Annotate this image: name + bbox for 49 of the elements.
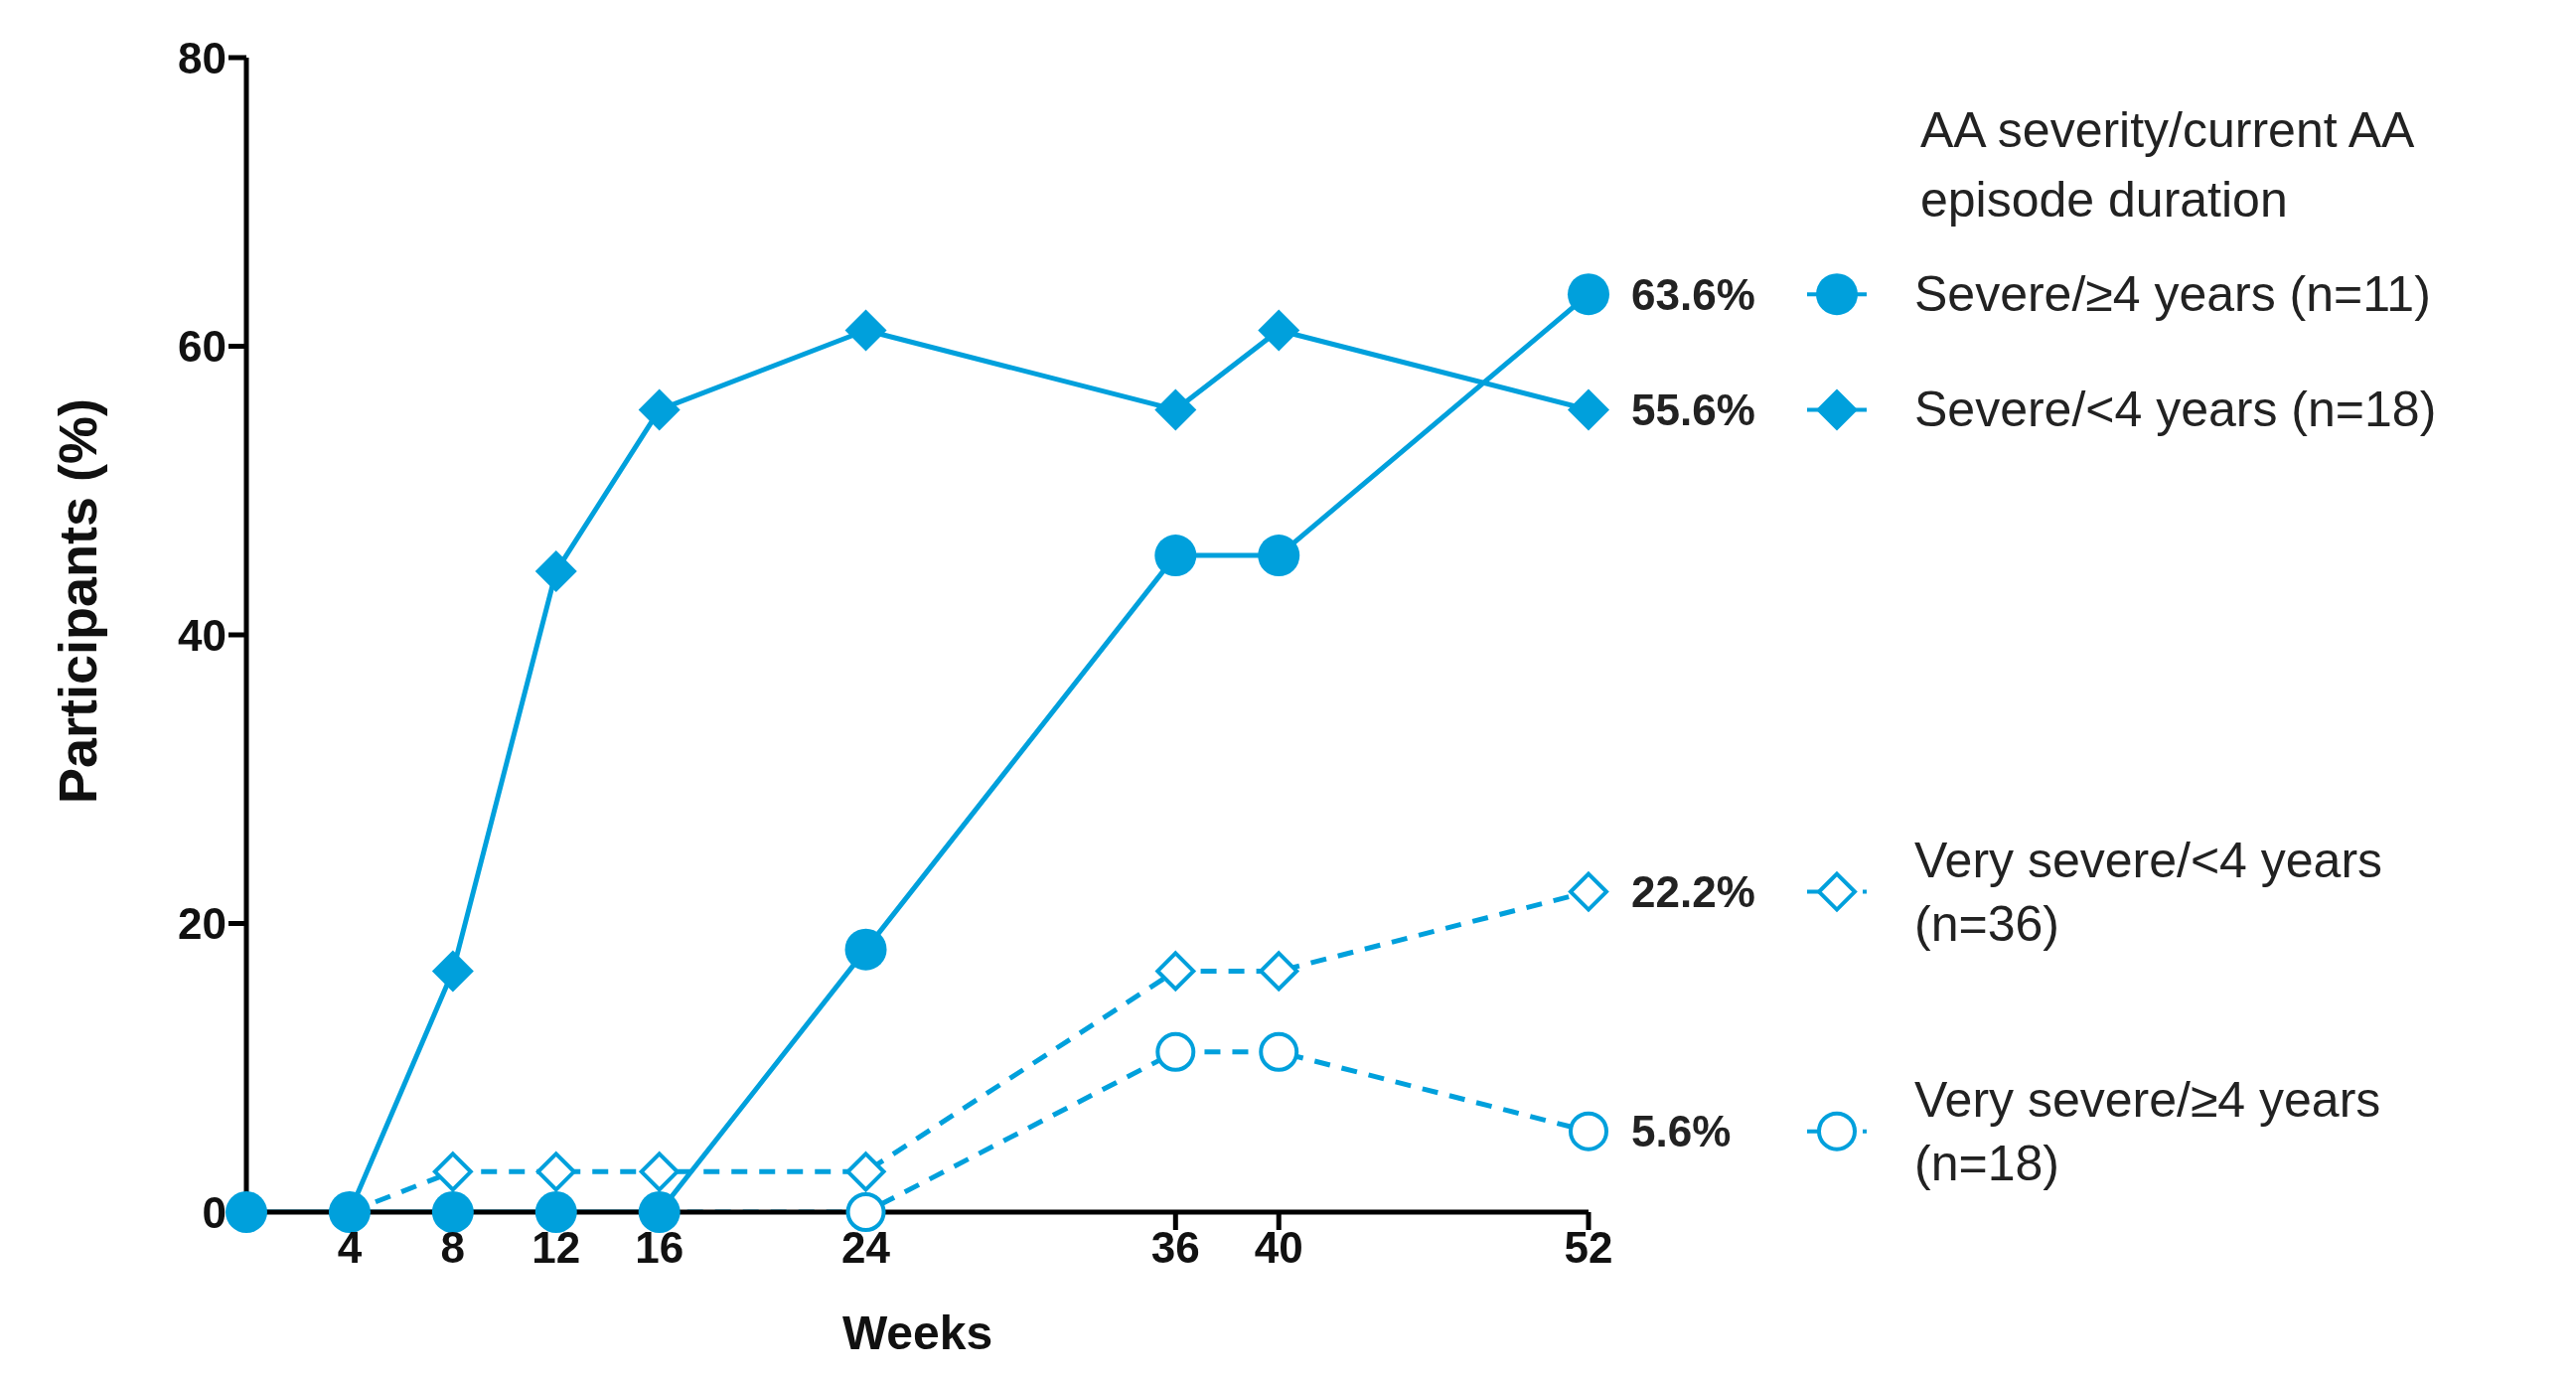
x-tick-label: 16 bbox=[635, 1223, 684, 1273]
x-tick-label: 4 bbox=[337, 1223, 363, 1273]
point bbox=[534, 550, 577, 593]
data-label: 22.2% bbox=[1631, 867, 1755, 917]
point bbox=[226, 1191, 267, 1233]
point bbox=[1569, 871, 1608, 912]
y-tick-label: 80 bbox=[178, 33, 227, 82]
point bbox=[1259, 951, 1299, 992]
data-label: 63.6% bbox=[1631, 269, 1755, 319]
y-tick-label: 60 bbox=[178, 322, 227, 372]
legend-label: Very severe/≥4 years (n=18) bbox=[1914, 1071, 2381, 1191]
point bbox=[1154, 535, 1197, 577]
legend-label: Severe/<4 years (n=18) bbox=[1914, 382, 2437, 438]
point bbox=[432, 1151, 473, 1192]
legend-label: Very severe/<4 years (n=36) bbox=[1914, 832, 2383, 952]
y-axis-title: Participants (%) bbox=[48, 397, 108, 804]
x-tick-label: 8 bbox=[440, 1223, 466, 1273]
point bbox=[639, 1151, 680, 1192]
point bbox=[1258, 309, 1300, 352]
point bbox=[1154, 388, 1197, 431]
point bbox=[1568, 388, 1609, 431]
y-tick-label: 40 bbox=[178, 610, 227, 660]
legend-title: AA severity/current AA episode duration bbox=[1920, 101, 2414, 230]
data-label: 5.6% bbox=[1631, 1107, 1732, 1156]
x-tick-label: 52 bbox=[1564, 1223, 1613, 1273]
x-tick-label: 24 bbox=[841, 1223, 891, 1273]
point bbox=[844, 928, 887, 971]
point bbox=[535, 1151, 576, 1192]
point bbox=[1155, 951, 1196, 992]
x-tick-label: 40 bbox=[1254, 1223, 1303, 1273]
point bbox=[431, 1191, 474, 1233]
point bbox=[638, 388, 681, 431]
y-tick-label: 20 bbox=[178, 899, 227, 949]
data-label: 55.6% bbox=[1631, 384, 1755, 434]
x-tick-label: 36 bbox=[1150, 1223, 1200, 1273]
x-axis-title: Weeks bbox=[841, 1306, 993, 1359]
point bbox=[431, 950, 474, 993]
point bbox=[845, 1151, 886, 1192]
point bbox=[534, 1191, 577, 1233]
point bbox=[1569, 1111, 1608, 1151]
point bbox=[845, 1192, 886, 1232]
point bbox=[844, 309, 887, 352]
point bbox=[1155, 1031, 1196, 1072]
point bbox=[1568, 273, 1609, 316]
y-tick-label: 0 bbox=[202, 1187, 227, 1237]
x-tick-label: 12 bbox=[531, 1223, 581, 1273]
legend-label: Severe/≥4 years (n=11) bbox=[1914, 266, 2431, 323]
point bbox=[1259, 1031, 1299, 1072]
point bbox=[1258, 535, 1300, 577]
